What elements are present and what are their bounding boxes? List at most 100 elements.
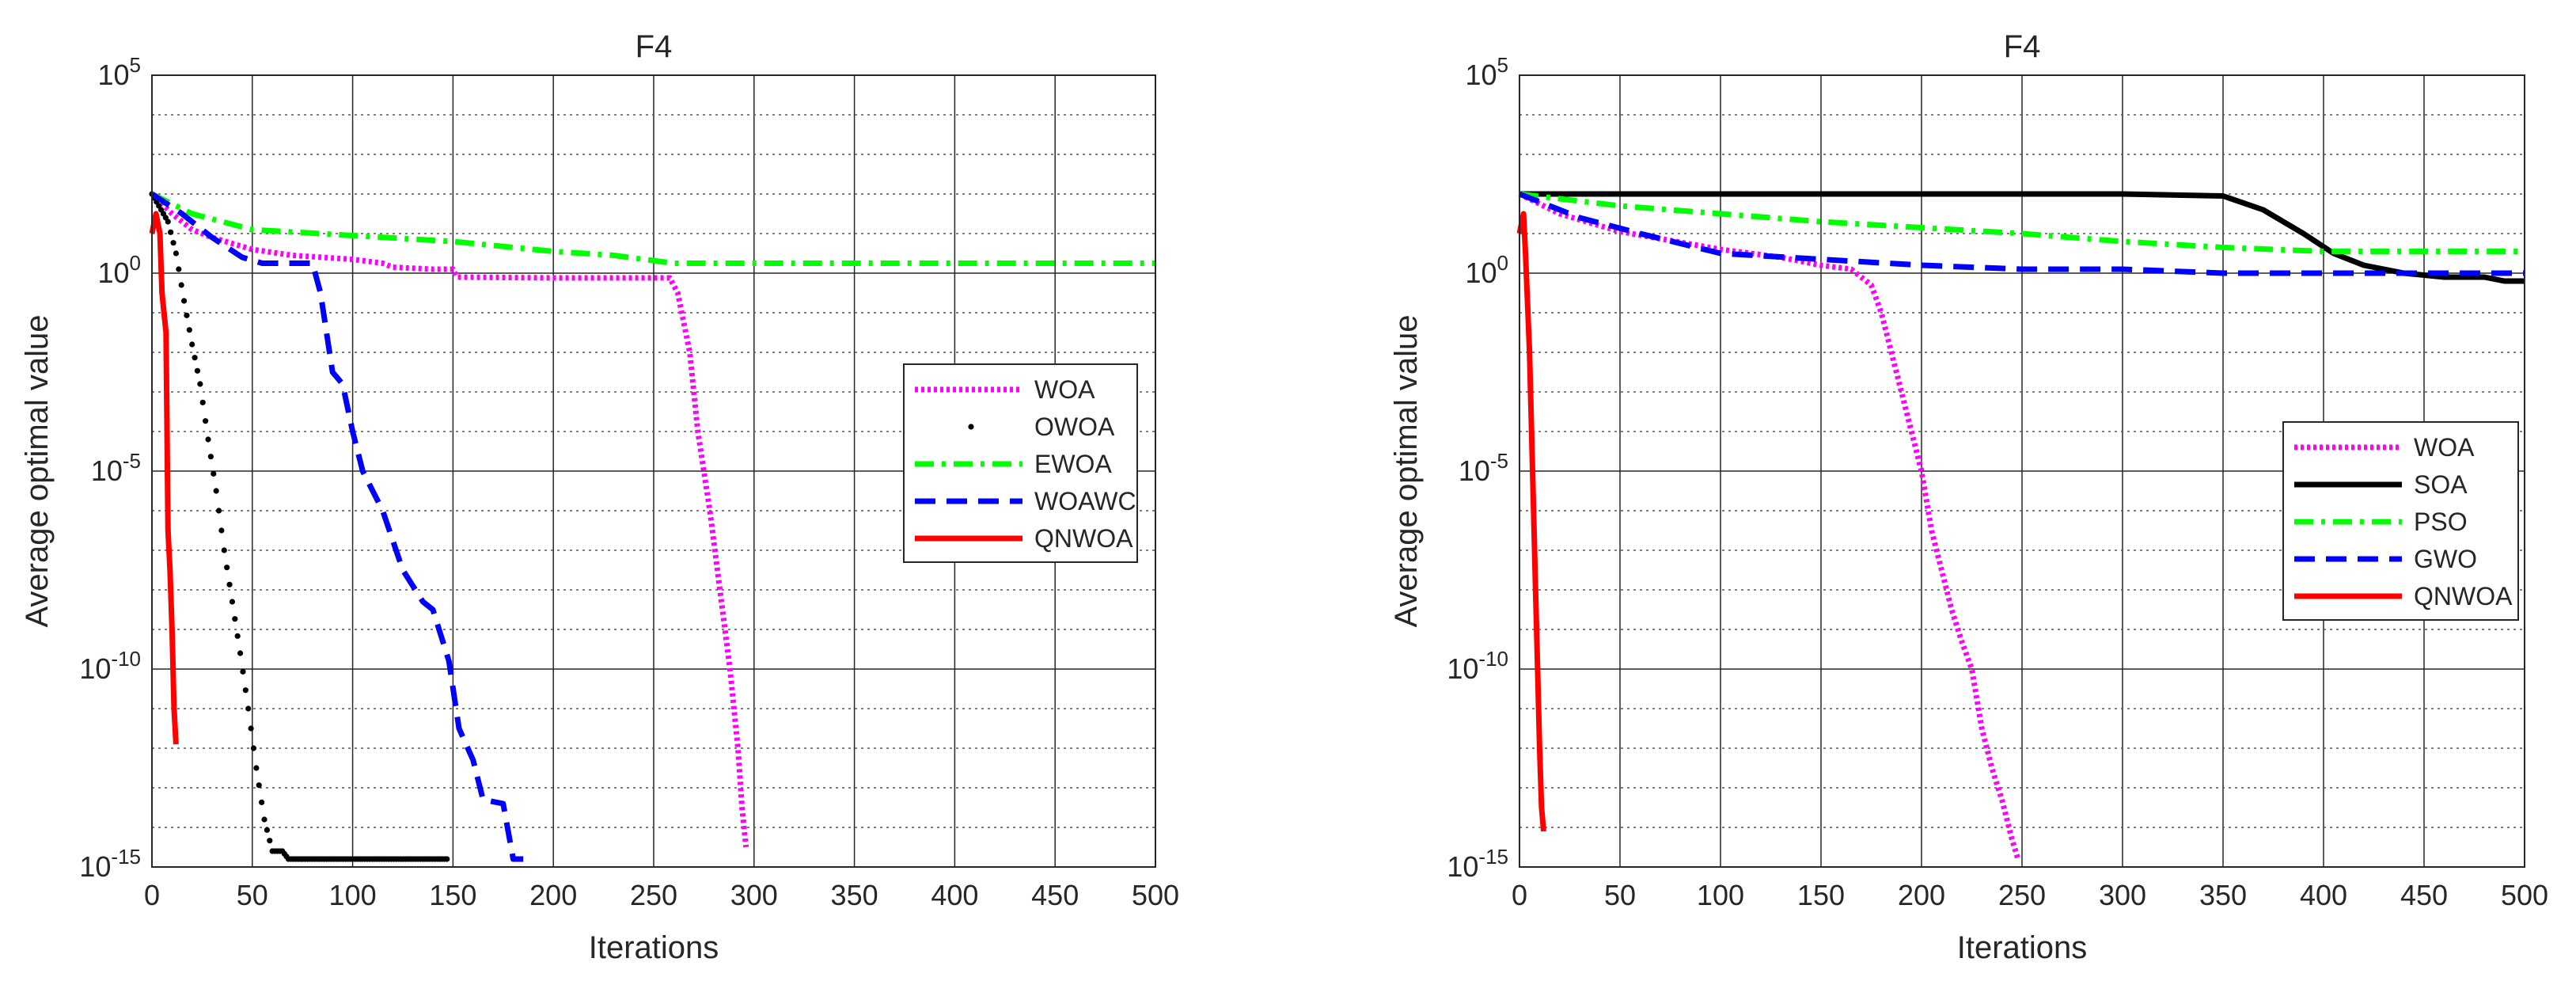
legend-label: SOA [2414,470,2468,499]
data-point [207,454,214,460]
legend-item-qnwoa: QNWOA [915,524,1133,553]
legend-label: QNWOA [1034,524,1133,553]
data-point [229,599,236,605]
data-point [184,312,190,318]
x-tick-label: 350 [831,879,878,911]
x-tick-label: 500 [1132,879,1179,911]
series-line-woa [150,192,749,848]
data-point [176,266,182,272]
legend-label: WOAWC [1034,487,1136,515]
data-point [203,418,209,424]
data-point [218,527,225,534]
data-point [170,240,176,246]
x-tick-label: 350 [2199,879,2247,911]
y-tick-label: 105 [97,53,141,91]
legend: WOA OWOA EWOA WOAWC QNWOA [903,363,1138,563]
data-point [237,650,244,656]
x-tick-label: 100 [329,879,377,911]
data-point [180,298,188,304]
data-point [224,565,230,571]
data-point [234,633,241,639]
y-tick-label: 10-5 [91,449,141,487]
data-point [186,327,192,333]
x-tick-label: 450 [1031,879,1079,911]
y-axis-label: Average optimal value [1389,314,1424,627]
data-point [250,745,257,751]
x-tick-label: 200 [529,879,577,911]
data-point [178,282,184,288]
data-point [165,219,171,225]
data-point [189,341,195,348]
data-point [261,816,267,823]
y-tick-label: 10-10 [1447,647,1508,685]
y-axis-label: Average optimal value [20,314,55,627]
data-point [226,581,233,587]
x-tick-label: 450 [2400,879,2448,911]
grid [1519,75,2525,867]
x-tick-label: 500 [2501,879,2548,911]
data-point [444,856,450,862]
legend-item-woawc: WOAWC [915,487,1136,515]
y-tick-label: 10-15 [79,845,141,883]
data-point [221,547,227,553]
series-group [1516,191,2525,861]
data-point [267,838,273,844]
data-point [245,705,252,712]
legend-label: GWO [2414,545,2477,573]
series-line-woa [1518,191,2021,861]
y-tick-labels: 10-15 10-10 10-5 100 105 [79,53,141,883]
chart-left: 0 50 100 150 200 250 300 350 400 450 500 10-1510-1… [20,29,1179,965]
x-tick-label: 50 [237,879,268,911]
legend-label: PSO [2414,508,2468,536]
series-line-gwo [1518,191,2525,276]
x-axis-label: Iterations [1957,930,2088,965]
chart-right: 0 50 100 150 200 250 300 350 400 450 500 10-1510-1… [1389,29,2548,965]
y-tick-label: 10-15 [1447,845,1508,883]
y-tick-label: 10-10 [79,647,141,685]
legend-label: WOA [1034,375,1095,404]
data-point [242,687,248,694]
x-tick-label: 250 [630,879,677,911]
x-tick-label: 0 [1512,879,1527,911]
x-tick-label: 400 [931,879,978,911]
series-line-qnwoa [149,211,179,745]
legend-swatch [968,424,974,430]
data-point [211,470,217,477]
series-group [149,191,1155,862]
y-tick-label: 100 [1465,251,1508,289]
series-owoa [149,191,450,862]
data-point [213,488,219,494]
y-tick-label: 10-5 [1459,449,1508,487]
x-tick-label: 50 [1604,879,1636,911]
legend-item-qnwoa: QNWOA [2294,582,2513,610]
series-line-pso [1519,191,2525,254]
data-point [168,229,174,235]
plot-frame [151,74,1156,868]
x-tick-label: 300 [730,879,778,911]
plot-frame [1519,74,2525,868]
legend-item-woa: WOA [2294,433,2475,462]
x-axis-label: Iterations [589,930,719,965]
x-tick-label: 0 [144,879,160,911]
x-tick-label: 100 [1697,879,1744,911]
chart-title: F4 [635,29,673,64]
data-point [240,668,246,675]
data-point [173,250,180,257]
legend-item-owoa: OWOA [968,413,1115,441]
data-point [264,827,270,833]
x-tick-labels: 0 50 100 150 200 250 300 350 400 450 500 [1512,879,2548,911]
y-tick-label: 105 [1465,53,1508,91]
legend-label: OWOA [1034,413,1115,441]
x-tick-label: 250 [1998,879,2046,911]
data-point [197,381,203,387]
legend-item-soa: SOA [2294,470,2468,499]
x-tick-labels: 0 50 100 150 200 250 300 350 400 450 500 [144,879,1179,911]
data-point [199,399,206,405]
data-point [259,799,265,805]
data-point [253,765,260,771]
x-tick-label: 400 [2300,879,2347,911]
x-tick-label: 200 [1898,879,1945,911]
legend: WOA SOA PSO GWO QNWOA [2282,421,2519,621]
chart-title: F4 [2004,29,2041,64]
y-tick-label: 100 [97,251,141,289]
